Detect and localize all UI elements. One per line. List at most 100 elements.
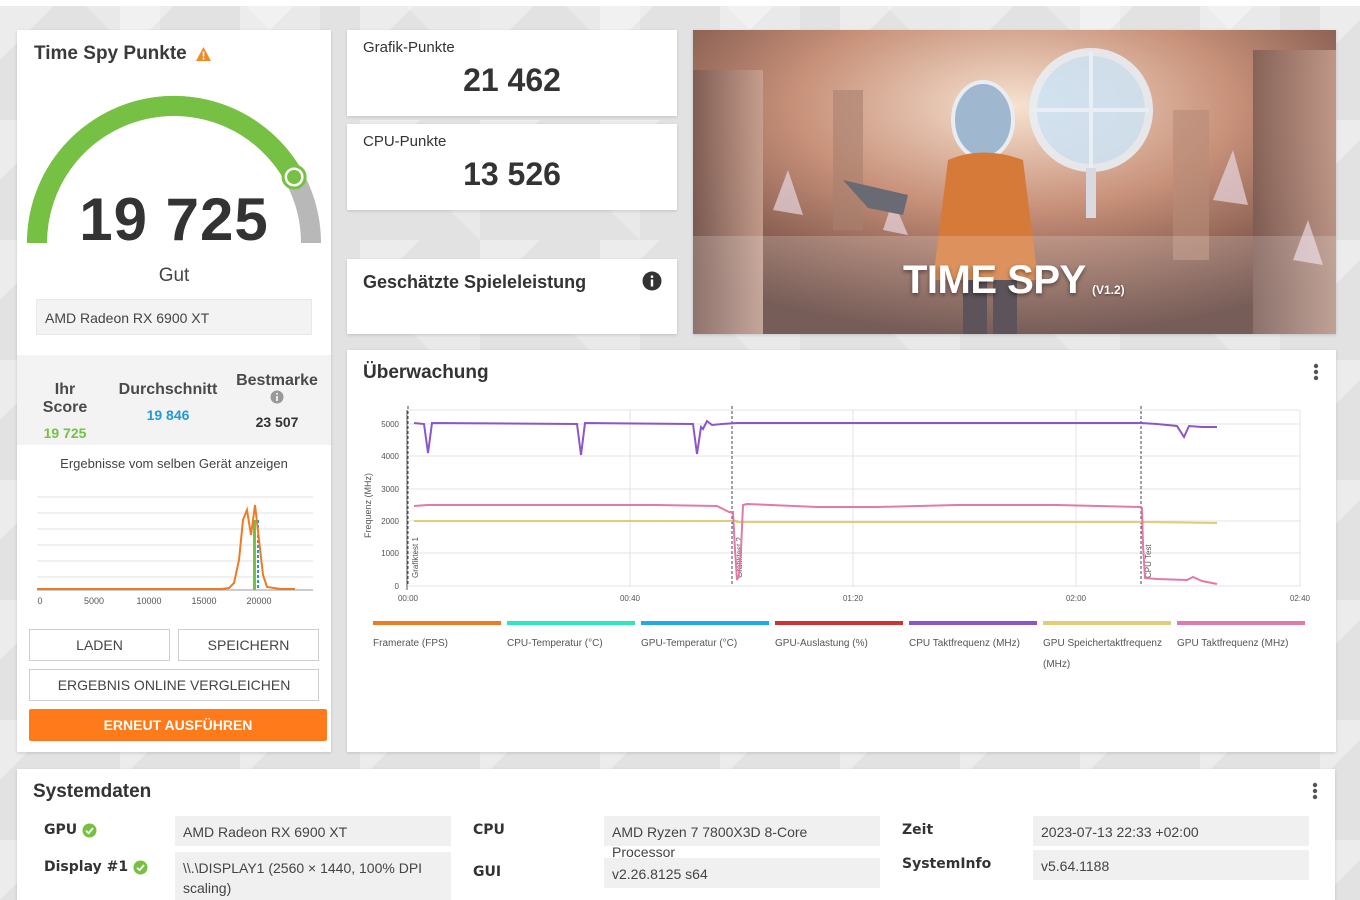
banner-artwork: [693, 30, 1336, 334]
score-card: Time Spy Punkte 19 725 Gut AMD Radeon RX…: [17, 30, 331, 752]
x-tick-4: 02:40: [1290, 594, 1311, 603]
save-button[interactable]: SPEICHERN: [178, 629, 319, 661]
gpu-clock-line: [413, 502, 1218, 585]
display-value: \\.\DISPLAY1 (2560 × 1440, 100% DPI scal…: [175, 852, 451, 900]
marker-labels: Grafiktest 1 Grafiktest 2 CPU Test: [411, 537, 1153, 578]
cpu-clock-line: [413, 419, 1217, 456]
top-strip: [0, 0, 1360, 6]
legend-framerate[interactable]: Framerate (FPS): [373, 621, 501, 654]
legend-label: GPU-Auslastung (%): [775, 638, 868, 649]
legend-label: GPU Speichertaktfrequenz (MHz): [1043, 638, 1162, 670]
average-score-value: 19 846: [146, 407, 190, 423]
score-histogram: 0 5000 10000 15000 20000: [37, 496, 313, 606]
histogram-curve: [37, 504, 295, 590]
average-score-label: Durchschnitt: [118, 381, 218, 398]
system-data-title: Systemdaten: [33, 781, 152, 802]
legend-cpu-clock[interactable]: CPU Taktfrequenz (MHz): [909, 621, 1037, 654]
x-tick-0: 00:00: [398, 594, 419, 603]
more-options-icon[interactable]: [1312, 782, 1318, 800]
legend-swatch: [1043, 621, 1171, 625]
score-title-text: Time Spy Punkte: [34, 43, 187, 64]
monitoring-title: Überwachung: [363, 362, 489, 383]
best-score-label: Bestmarke: [236, 372, 318, 389]
gpu-memory-clock-line: [414, 520, 1218, 524]
legend-label: Framerate (FPS): [373, 638, 449, 649]
hist-tick-2: 10000: [136, 596, 161, 606]
legend-label: CPU-Temperatur (°C): [507, 638, 603, 649]
legend-swatch: [641, 621, 769, 625]
y-tick-4: 4000: [381, 452, 399, 461]
run-again-button[interactable]: ERNEUT AUSFÜHREN: [29, 709, 327, 741]
total-score: 19 725: [79, 186, 269, 253]
more-options-icon[interactable]: [1313, 363, 1319, 381]
x-tick-1: 00:40: [620, 594, 641, 603]
cpu-label: CPU: [473, 822, 505, 838]
legend-swatch: [507, 621, 635, 625]
gpu-label: GPU: [44, 822, 97, 838]
legend-gpu-utilization[interactable]: GPU-Auslastung (%): [775, 621, 903, 654]
gui-label: GUI: [473, 864, 502, 880]
hist-tick-1: 5000: [84, 596, 104, 606]
systeminfo-value: v5.64.1188: [1033, 850, 1309, 880]
legend-gpu-clock[interactable]: GPU Taktfrequenz (MHz): [1177, 621, 1305, 654]
estimated-performance-title: Geschätzte Spieleleistung: [363, 272, 587, 292]
compare-online-button[interactable]: ERGEBNIS ONLINE VERGLEICHEN: [29, 669, 319, 701]
histogram-ticks: 0 5000 10000 15000 20000: [37, 596, 271, 606]
marker-label-1: Grafiktest 1: [411, 537, 420, 578]
chart-grid: [407, 409, 1301, 587]
check-icon: [82, 823, 97, 837]
your-score-value: 19 725: [43, 425, 87, 441]
best-score: Bestmarke 23 507: [233, 372, 321, 430]
x-tick-3: 02:00: [1066, 594, 1087, 603]
graphics-score-value: 21 462: [463, 62, 561, 98]
monitoring-card: Überwachung Grafiktest 1 Grafiktest 2 C: [347, 350, 1336, 752]
gpu-name-box: AMD Radeon RX 6900 XT: [36, 299, 312, 335]
banner-title-band: [693, 236, 1336, 334]
score-comparison: Ihr Score 19 725 Durchschnitt 19 846 Bes…: [17, 355, 331, 445]
test-markers: [407, 406, 1142, 586]
same-device-results-link[interactable]: Ergebnisse vom selben Gerät anzeigen: [60, 456, 288, 471]
hist-tick-4: 20000: [246, 596, 271, 606]
hist-tick-0: 0: [37, 596, 42, 606]
display-label-text: Display #1: [44, 859, 129, 875]
y-tick-1: 1000: [381, 549, 399, 558]
banner-version: (V1.2): [1092, 283, 1125, 297]
gpu-label-text: GPU: [44, 822, 78, 838]
x-ticks: 00:00 00:40 01:20 02:00 02:40: [398, 594, 1311, 603]
hist-tick-3: 15000: [191, 596, 216, 606]
legend-gpu-memory-clock[interactable]: GPU Speichertaktfrequenz (MHz): [1043, 621, 1171, 675]
legend-label: GPU-Temperatur (°C): [641, 638, 738, 649]
gpu-value: AMD Radeon RX 6900 XT: [175, 816, 451, 846]
graphics-score-card: Grafik-Punkte 21 462: [347, 30, 677, 116]
legend-cpu-temperature[interactable]: CPU-Temperatur (°C): [507, 621, 635, 654]
cpu-score-label: CPU-Punkte: [363, 133, 447, 150]
average-score: Durchschnitt 19 846: [117, 381, 219, 423]
display-label: Display #1: [44, 859, 148, 875]
y-ticks: 0 1000 2000 3000 4000 5000: [381, 420, 399, 591]
info-icon[interactable]: [642, 271, 662, 291]
time-value: 2023-07-13 22:33 +02:00: [1033, 816, 1309, 846]
load-button[interactable]: LADEN: [29, 629, 170, 661]
histogram-grid: [37, 496, 313, 578]
system-data-card: Systemdaten GPU AMD Radeon RX 6900 XT Di…: [17, 769, 1335, 900]
gauge-fill: [27, 95, 303, 244]
score-rating: Gut: [158, 265, 190, 286]
legend-label: GPU Taktfrequenz (MHz): [1177, 638, 1289, 649]
cpu-score-value: 13 526: [463, 156, 561, 192]
info-icon[interactable]: [270, 390, 284, 404]
legend-swatch: [775, 621, 903, 625]
gui-value: v2.26.8125 s64: [604, 858, 880, 888]
legend-swatch: [373, 621, 501, 625]
banner-title: TIME SPY: [903, 258, 1086, 302]
score-gauge: [27, 95, 321, 244]
check-icon: [133, 860, 148, 874]
legend-gpu-temperature[interactable]: GPU-Temperatur (°C): [641, 621, 769, 654]
cpu-value: AMD Ryzen 7 7800X3D 8-Core Processor: [604, 816, 880, 860]
legend-swatch: [1177, 621, 1305, 625]
y-axis-label: Frequenz (MHz): [363, 473, 373, 538]
warning-icon[interactable]: [195, 46, 212, 62]
monitoring-chart: Grafiktest 1 Grafiktest 2 CPU Test 0 100…: [363, 406, 1311, 603]
legend-label: CPU Taktfrequenz (MHz): [909, 638, 1020, 649]
best-score-value: 23 507: [255, 414, 299, 430]
time-label: Zeit: [902, 822, 934, 838]
